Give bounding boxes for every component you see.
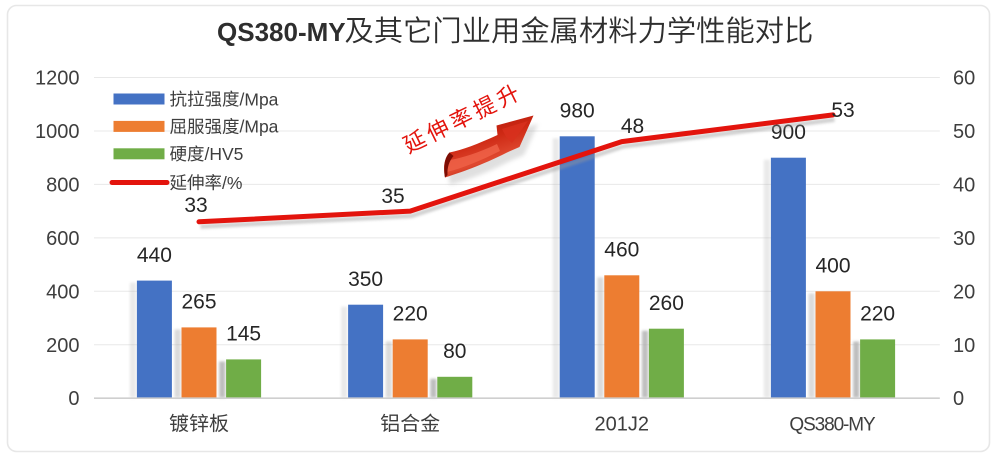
- svg-text:400: 400: [815, 255, 850, 278]
- svg-text:980: 980: [560, 100, 595, 123]
- svg-text:440: 440: [137, 244, 172, 267]
- svg-text:60: 60: [953, 68, 975, 90]
- svg-text:1000: 1000: [35, 121, 80, 143]
- svg-text:53: 53: [831, 99, 854, 122]
- svg-text:265: 265: [181, 291, 216, 314]
- svg-text:/HV5: /HV5: [205, 144, 244, 164]
- svg-text:40: 40: [953, 174, 975, 196]
- svg-text:QS380-MY: QS380-MY: [217, 17, 346, 47]
- svg-text:220: 220: [393, 303, 428, 326]
- svg-text:800: 800: [46, 174, 79, 196]
- svg-text:460: 460: [604, 239, 639, 262]
- svg-text:400: 400: [46, 281, 79, 303]
- svg-text:1200: 1200: [35, 68, 80, 90]
- svg-text:48: 48: [621, 115, 644, 138]
- svg-text:80: 80: [443, 340, 466, 363]
- svg-text:0: 0: [68, 388, 79, 410]
- svg-text:220: 220: [860, 303, 895, 326]
- svg-text:33: 33: [184, 194, 207, 217]
- svg-text:QS380-MY: QS380-MY: [789, 415, 876, 436]
- svg-text:10: 10: [953, 335, 975, 357]
- svg-text:30: 30: [953, 228, 975, 250]
- svg-text:600: 600: [46, 228, 79, 250]
- svg-text:201J2: 201J2: [595, 414, 650, 436]
- svg-text:50: 50: [953, 121, 975, 143]
- svg-text:200: 200: [46, 335, 79, 357]
- svg-text:350: 350: [348, 268, 383, 291]
- svg-text:/%: /%: [222, 173, 242, 193]
- svg-text:0: 0: [953, 388, 964, 410]
- svg-text:145: 145: [226, 323, 261, 346]
- svg-text:260: 260: [649, 292, 684, 315]
- svg-text:/Mpa: /Mpa: [240, 89, 279, 109]
- svg-text:35: 35: [381, 185, 404, 208]
- svg-text:20: 20: [953, 281, 975, 303]
- svg-text:/Mpa: /Mpa: [240, 117, 279, 137]
